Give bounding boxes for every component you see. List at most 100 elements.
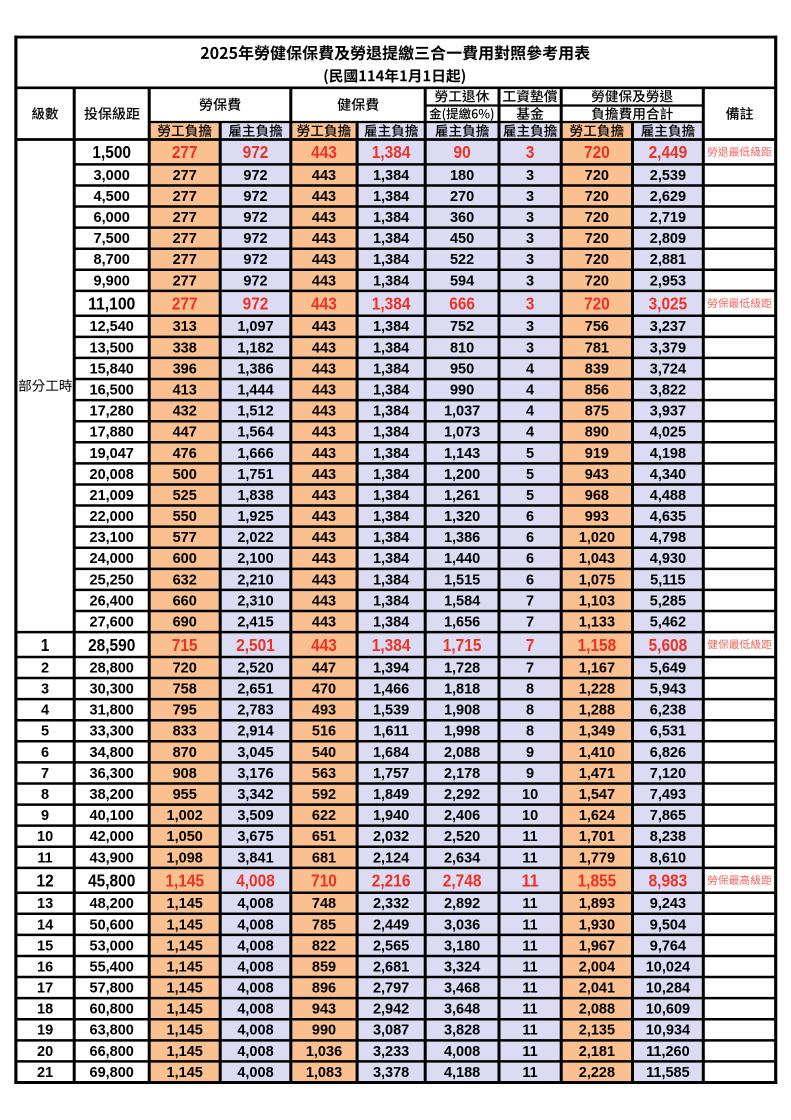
svg-text:972: 972 xyxy=(243,210,267,226)
svg-text:11: 11 xyxy=(522,1065,537,1081)
svg-text:17,880: 17,880 xyxy=(90,425,134,441)
svg-text:690: 690 xyxy=(173,615,197,631)
svg-text:443: 443 xyxy=(312,572,336,588)
svg-text:1,624: 1,624 xyxy=(579,808,615,824)
svg-text:8,700: 8,700 xyxy=(94,252,130,268)
svg-text:2,914: 2,914 xyxy=(237,724,273,740)
svg-text:822: 822 xyxy=(312,938,336,954)
svg-text:1,050: 1,050 xyxy=(167,829,203,845)
svg-text:1,349: 1,349 xyxy=(579,724,615,740)
svg-text:11: 11 xyxy=(522,896,537,912)
svg-text:875: 875 xyxy=(585,404,609,420)
svg-text:443: 443 xyxy=(312,467,336,483)
svg-text:2,783: 2,783 xyxy=(237,703,273,719)
svg-text:443: 443 xyxy=(312,593,336,609)
svg-text:7: 7 xyxy=(526,615,534,631)
svg-text:2,797: 2,797 xyxy=(373,981,409,997)
svg-text:2,415: 2,415 xyxy=(237,615,273,631)
svg-text:1,384: 1,384 xyxy=(373,615,409,631)
svg-text:1,515: 1,515 xyxy=(444,572,480,588)
svg-text:16: 16 xyxy=(37,960,53,976)
svg-text:720: 720 xyxy=(585,168,609,184)
svg-text:1,384: 1,384 xyxy=(373,273,409,289)
svg-text:14: 14 xyxy=(37,917,53,933)
svg-text:443: 443 xyxy=(312,168,336,184)
svg-text:1,384: 1,384 xyxy=(373,572,409,588)
svg-text:1,083: 1,083 xyxy=(306,1065,342,1081)
svg-text:6,000: 6,000 xyxy=(94,210,130,226)
svg-text:5,115: 5,115 xyxy=(650,572,686,588)
svg-text:476: 476 xyxy=(173,446,197,462)
svg-text:1,020: 1,020 xyxy=(579,530,615,546)
svg-text:2,565: 2,565 xyxy=(373,938,409,954)
svg-text:3,828: 3,828 xyxy=(444,1023,480,1039)
svg-text:919: 919 xyxy=(585,446,609,462)
svg-text:1,098: 1,098 xyxy=(167,850,203,866)
svg-text:968: 968 xyxy=(585,488,609,504)
svg-text:6: 6 xyxy=(41,745,49,761)
svg-text:8,238: 8,238 xyxy=(650,829,686,845)
svg-text:1,386: 1,386 xyxy=(237,361,273,377)
svg-text:11: 11 xyxy=(522,850,537,866)
svg-text:30,300: 30,300 xyxy=(90,682,134,698)
svg-text:4,488: 4,488 xyxy=(650,488,686,504)
svg-text:972: 972 xyxy=(243,294,269,314)
svg-text:2,953: 2,953 xyxy=(650,273,686,289)
svg-text:45,800: 45,800 xyxy=(88,871,135,891)
svg-text:1,818: 1,818 xyxy=(444,682,480,698)
svg-text:756: 756 xyxy=(585,319,609,335)
svg-text:10: 10 xyxy=(522,808,538,824)
svg-text:943: 943 xyxy=(312,1002,336,1018)
svg-text:13,500: 13,500 xyxy=(90,340,134,356)
svg-text:8: 8 xyxy=(526,724,534,740)
svg-text:1,073: 1,073 xyxy=(444,425,480,441)
svg-text:31,800: 31,800 xyxy=(90,703,134,719)
svg-text:4,500: 4,500 xyxy=(94,189,130,205)
svg-text:1,384: 1,384 xyxy=(373,425,409,441)
svg-text:1,384: 1,384 xyxy=(373,467,409,483)
svg-text:3,233: 3,233 xyxy=(373,1044,409,1060)
svg-text:1,684: 1,684 xyxy=(373,745,409,761)
svg-text:7: 7 xyxy=(526,660,534,676)
svg-text:1,838: 1,838 xyxy=(237,488,273,504)
svg-text:22,000: 22,000 xyxy=(90,509,134,525)
svg-text:2,088: 2,088 xyxy=(444,745,480,761)
svg-text:1,133: 1,133 xyxy=(579,615,615,631)
svg-text:2: 2 xyxy=(41,660,49,676)
svg-text:27,600: 27,600 xyxy=(90,615,134,631)
svg-text:1,384: 1,384 xyxy=(373,383,409,399)
svg-text:1,547: 1,547 xyxy=(579,787,615,803)
svg-text:1: 1 xyxy=(41,635,50,655)
svg-text:9: 9 xyxy=(526,745,534,761)
svg-text:443: 443 xyxy=(312,615,336,631)
svg-text:60,800: 60,800 xyxy=(90,1002,134,1018)
svg-text:4,008: 4,008 xyxy=(237,1002,273,1018)
svg-text:66,800: 66,800 xyxy=(90,1044,134,1060)
svg-text:1,200: 1,200 xyxy=(444,467,480,483)
svg-text:443: 443 xyxy=(312,509,336,525)
svg-text:1,384: 1,384 xyxy=(373,404,409,420)
svg-text:525: 525 xyxy=(173,488,197,504)
svg-text:9,764: 9,764 xyxy=(650,938,686,954)
svg-text:17,280: 17,280 xyxy=(90,404,134,420)
svg-text:7,493: 7,493 xyxy=(650,787,686,803)
svg-text:8: 8 xyxy=(41,787,49,803)
svg-text:443: 443 xyxy=(312,340,336,356)
svg-text:3,648: 3,648 xyxy=(444,1002,480,1018)
svg-text:1,930: 1,930 xyxy=(579,917,615,933)
svg-text:2,181: 2,181 xyxy=(579,1044,615,1060)
svg-text:890: 890 xyxy=(585,425,609,441)
svg-text:9: 9 xyxy=(526,766,534,782)
svg-text:1,145: 1,145 xyxy=(167,1044,203,1060)
svg-text:3,937: 3,937 xyxy=(650,404,686,420)
svg-text:1,384: 1,384 xyxy=(372,635,411,655)
svg-text:1,757: 1,757 xyxy=(373,766,409,782)
svg-text:443: 443 xyxy=(311,635,337,655)
svg-text:443: 443 xyxy=(312,551,336,567)
svg-text:13: 13 xyxy=(37,896,53,912)
svg-text:19,047: 19,047 xyxy=(90,446,134,462)
svg-text:1,158: 1,158 xyxy=(578,635,617,655)
svg-text:1,002: 1,002 xyxy=(167,808,203,824)
svg-text:1,384: 1,384 xyxy=(373,488,409,504)
svg-text:277: 277 xyxy=(172,294,198,314)
